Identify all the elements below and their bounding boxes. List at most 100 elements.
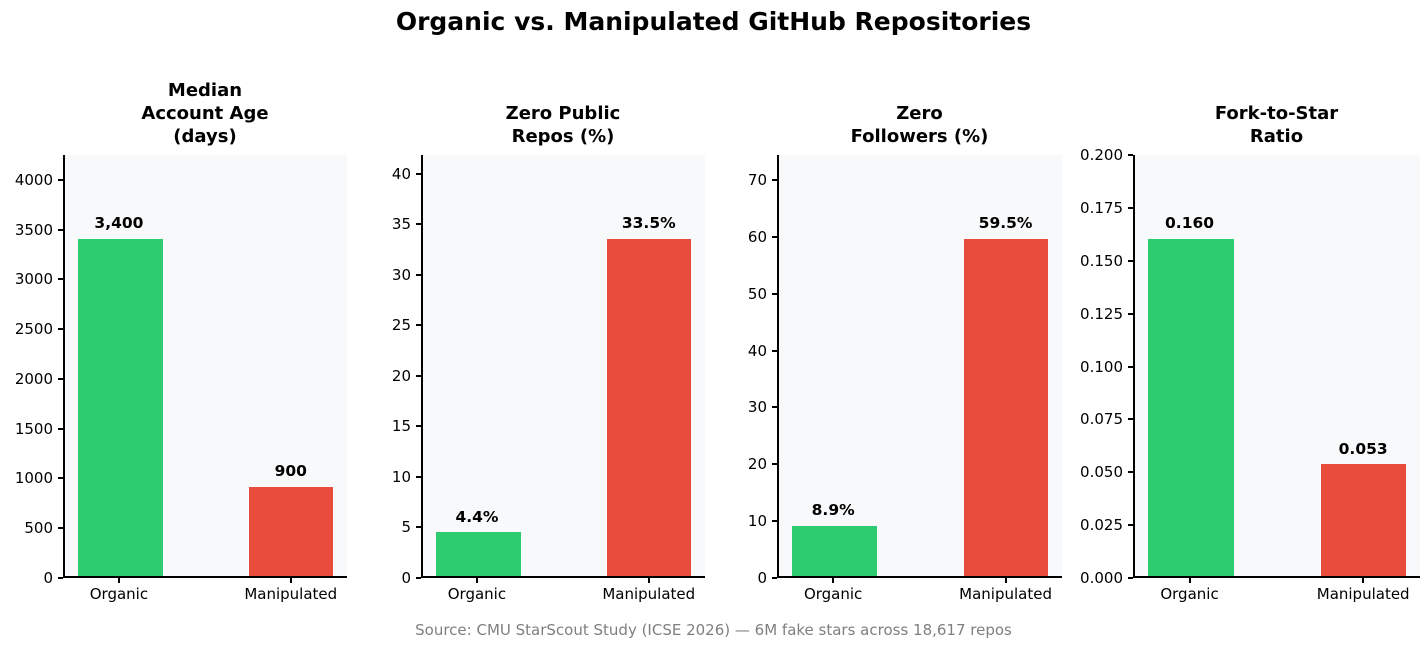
y-tick-mark (416, 172, 421, 175)
y-tick-mark (1128, 471, 1133, 474)
y-tick-mark (58, 427, 63, 430)
bar-value-label: 0.053 (1338, 439, 1388, 458)
y-tick-label: 40 (391, 164, 411, 183)
y-tick-label: 0 (401, 569, 411, 587)
y-tick-mark (1128, 365, 1133, 368)
y-tick-mark (58, 328, 63, 331)
y-tick-label: 0 (757, 569, 767, 587)
y-tick-label: 35 (391, 215, 411, 234)
y-tick-label: 50 (747, 284, 767, 303)
y-tick-label: 0 (43, 569, 53, 587)
y-tick-label: 1000 (14, 469, 53, 488)
bar-organic (792, 525, 878, 576)
panel-2-title: Zero Public Repos (%) (505, 103, 621, 147)
bar-value-label: 8.9% (811, 501, 855, 520)
y-tick-mark (772, 349, 777, 352)
y-tick-mark (1128, 259, 1133, 262)
y-tick-label: 0.025 (1080, 516, 1123, 535)
y-tick-mark (416, 425, 421, 428)
y-tick-mark (416, 526, 421, 529)
bar-value-label: 59.5% (978, 213, 1033, 232)
panel-3-plot-area (777, 155, 1062, 578)
y-tick-label: 3500 (14, 220, 53, 239)
bar-value-label: 33.5% (621, 213, 676, 232)
x-tick-mark (117, 578, 120, 583)
panel-3-title: Zero Followers (%) (850, 103, 989, 147)
y-tick-mark (1128, 154, 1133, 156)
y-tick-mark (58, 178, 63, 181)
y-tick-mark (772, 178, 777, 181)
panel-4-title: Fork-to-Star Ratio (1214, 103, 1339, 147)
y-tick-label: 0.050 (1080, 463, 1123, 482)
y-tick-label: 10 (391, 467, 411, 486)
bar-value-label: 3,400 (94, 213, 144, 232)
y-tick-label: 10 (747, 512, 767, 531)
y-tick-label: 1500 (14, 419, 53, 438)
x-tick-mark (289, 578, 292, 583)
source-caption: Source: CMU StarScout Study (ICSE 2026) … (415, 621, 1012, 639)
y-tick-label: 20 (747, 455, 767, 474)
y-tick-mark (416, 374, 421, 377)
x-tick-label-manipulated: Manipulated (959, 585, 1052, 603)
y-tick-mark (416, 223, 421, 226)
y-tick-label: 5 (401, 518, 411, 537)
x-tick-label-organic: Organic (803, 585, 863, 603)
y-tick-mark (58, 477, 63, 480)
y-tick-label: 2500 (14, 320, 53, 339)
y-tick-label: 30 (747, 398, 767, 417)
y-tick-label: 0.150 (1080, 251, 1123, 270)
panel-2-plot-area (421, 155, 705, 578)
bar-value-label: 900 (274, 462, 307, 481)
x-tick-mark (832, 578, 835, 583)
y-tick-label: 40 (747, 341, 767, 360)
y-tick-label: 30 (391, 265, 411, 284)
x-tick-label-manipulated: Manipulated (244, 585, 338, 603)
y-tick-label: 500 (24, 519, 53, 538)
y-tick-label: 0.000 (1080, 569, 1123, 587)
y-tick-label: 60 (747, 227, 767, 246)
y-tick-mark (58, 377, 63, 380)
bar-manipulated (606, 239, 692, 576)
y-tick-label: 3000 (14, 270, 53, 289)
x-tick-label-organic: Organic (89, 585, 149, 603)
y-tick-label: 0.175 (1080, 198, 1123, 217)
x-tick-mark (475, 578, 478, 583)
bar-organic (436, 531, 521, 576)
bar-value-label: 4.4% (455, 507, 499, 526)
y-tick-label: 0.125 (1080, 304, 1123, 323)
y-tick-mark (1128, 577, 1133, 579)
y-tick-mark (772, 520, 777, 523)
x-tick-label-manipulated: Manipulated (1316, 585, 1410, 603)
y-tick-mark (772, 577, 777, 579)
x-tick-mark (647, 578, 650, 583)
y-tick-label: 20 (391, 366, 411, 385)
y-tick-mark (1128, 206, 1133, 209)
y-tick-label: 2000 (14, 369, 53, 388)
x-tick-label-organic: Organic (1160, 585, 1219, 603)
y-tick-mark (772, 292, 777, 295)
x-tick-label-manipulated: Manipulated (602, 585, 696, 603)
y-tick-mark (416, 577, 421, 579)
y-tick-mark (772, 406, 777, 409)
y-tick-label: 0.075 (1080, 410, 1123, 429)
x-tick-mark (1362, 578, 1365, 583)
y-tick-label: 4000 (14, 170, 53, 189)
y-tick-mark (416, 273, 421, 276)
panel-4-plot-area (1133, 155, 1420, 578)
y-tick-label: 25 (391, 316, 411, 335)
y-tick-label: 0.200 (1080, 146, 1123, 164)
panel-1-plot-area (63, 155, 347, 578)
y-tick-label: 0.100 (1080, 357, 1123, 376)
y-tick-mark (416, 324, 421, 327)
y-tick-mark (58, 278, 63, 281)
y-tick-mark (58, 527, 63, 530)
y-tick-mark (1128, 418, 1133, 421)
y-tick-mark (416, 475, 421, 478)
y-tick-mark (58, 577, 63, 579)
y-tick-mark (772, 463, 777, 466)
bar-manipulated (248, 486, 334, 576)
bar-organic (1148, 239, 1234, 576)
y-tick-mark (1128, 524, 1133, 527)
panel-1-title: Median Account Age (days) (141, 80, 269, 147)
bar-organic (78, 239, 163, 576)
